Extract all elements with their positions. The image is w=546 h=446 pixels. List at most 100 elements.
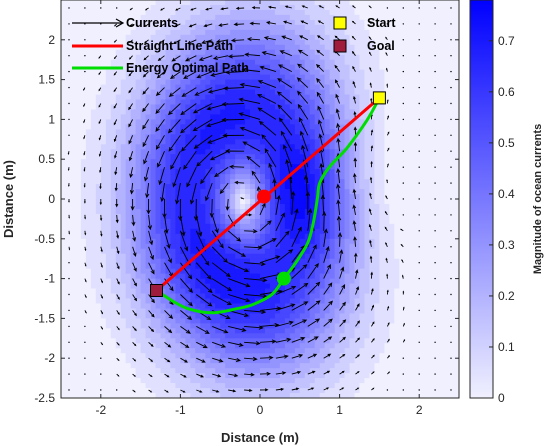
field-cell — [240, 378, 246, 384]
field-cell — [80, 109, 87, 115]
field-cell — [225, 29, 231, 36]
field-cell — [90, 253, 97, 260]
field-cell — [235, 189, 241, 195]
field-cell — [100, 54, 107, 61]
field-cell — [130, 393, 137, 398]
field-cell — [240, 74, 246, 81]
field-cell — [205, 14, 211, 21]
field-cell — [175, 94, 181, 100]
field-cell — [245, 169, 251, 175]
field-cell — [225, 388, 231, 394]
field-cell — [195, 129, 201, 135]
field-cell — [205, 228, 211, 235]
field-cell — [210, 79, 216, 85]
field-cell — [269, 358, 276, 364]
field-cell — [334, 159, 341, 165]
field-cell — [354, 24, 360, 31]
field-cell — [334, 29, 341, 36]
field-cell — [279, 268, 286, 275]
field-cell — [145, 179, 151, 185]
field-cell — [185, 218, 191, 225]
field-cell — [125, 368, 132, 374]
field-cell — [324, 14, 331, 21]
field-cell — [175, 383, 181, 389]
field-cell — [115, 253, 122, 260]
field-cell — [324, 49, 331, 56]
field-cell — [245, 273, 251, 280]
field-cell — [294, 288, 301, 294]
field-cell — [289, 94, 296, 100]
field-cell — [85, 0, 92, 6]
field-cell — [359, 258, 365, 265]
field-cell — [100, 273, 107, 280]
field-cell — [344, 84, 350, 90]
field-cell — [240, 243, 246, 250]
field-cell — [105, 39, 112, 46]
field-cell — [185, 323, 191, 329]
field-cell — [85, 228, 92, 235]
field-cell — [190, 74, 196, 81]
field-cell — [180, 283, 186, 289]
field-cell — [65, 328, 72, 334]
field-cell — [160, 253, 166, 260]
field-cell — [250, 318, 256, 324]
field-cell — [195, 184, 201, 190]
field-cell — [235, 328, 241, 334]
field-cell — [180, 323, 186, 329]
field-cell — [120, 129, 127, 135]
field-cell — [80, 129, 87, 135]
field-cell — [359, 283, 365, 289]
field-cell — [205, 348, 211, 354]
field-cell — [235, 228, 241, 235]
field-cell — [334, 338, 341, 344]
field-cell — [364, 308, 370, 314]
field-cell — [349, 174, 355, 180]
field-cell — [225, 343, 231, 349]
field-cell — [95, 273, 102, 280]
field-cell — [354, 9, 360, 16]
field-cell — [230, 218, 236, 225]
field-cell — [65, 39, 72, 46]
field-cell — [334, 278, 341, 284]
field-cell — [115, 194, 122, 200]
field-cell — [255, 313, 261, 319]
field-cell — [349, 203, 355, 210]
field-cell — [269, 303, 276, 309]
field-cell — [319, 69, 326, 76]
field-cell — [165, 144, 171, 150]
field-cell — [230, 273, 236, 280]
field-cell — [220, 34, 226, 41]
field-cell — [319, 333, 326, 339]
field-cell — [210, 4, 216, 11]
field-cell — [339, 233, 345, 240]
field-cell — [299, 328, 306, 334]
field-cell — [225, 139, 231, 145]
field-cell — [215, 393, 221, 398]
field-cell — [230, 348, 236, 354]
field-cell — [359, 34, 365, 41]
field-cell — [110, 74, 117, 81]
field-cell — [90, 84, 97, 90]
field-cell — [145, 318, 151, 324]
field-cell — [349, 268, 355, 275]
field-cell — [349, 363, 355, 369]
field-cell — [105, 233, 112, 240]
field-cell — [135, 278, 142, 284]
field-cell — [120, 49, 127, 56]
field-cell — [155, 338, 161, 344]
field-cell — [105, 34, 112, 41]
field-cell — [145, 19, 151, 26]
field-cell — [100, 149, 107, 155]
field-cell — [140, 9, 146, 16]
field-cell — [274, 69, 281, 76]
field-cell — [299, 154, 306, 160]
field-cell — [210, 29, 216, 36]
field-cell — [349, 218, 355, 225]
field-cell — [324, 308, 331, 314]
field-cell — [65, 69, 72, 76]
field-cell — [359, 368, 365, 374]
field-cell — [364, 388, 370, 394]
field-cell — [240, 69, 246, 76]
field-cell — [125, 69, 132, 76]
field-cell — [289, 109, 296, 115]
